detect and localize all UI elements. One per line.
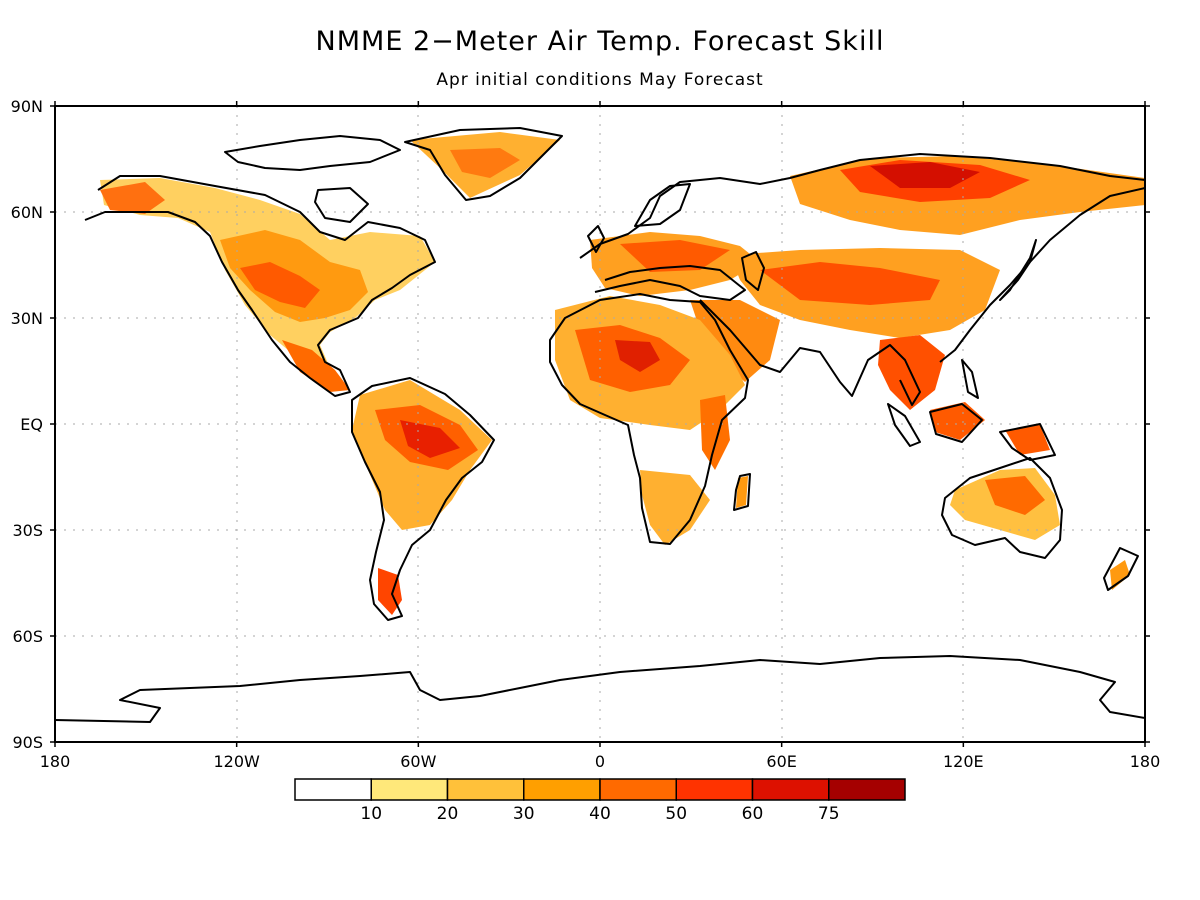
colorbar-label: 75 bbox=[818, 804, 840, 824]
shading-new-zealand bbox=[1110, 560, 1130, 590]
colorbar-label: 50 bbox=[665, 804, 687, 824]
coast-hudson-bay bbox=[314, 187, 369, 223]
colorbar-label: 20 bbox=[437, 804, 459, 824]
colorbar-swatch bbox=[370, 778, 449, 801]
coast-japan bbox=[999, 239, 1037, 301]
colorbar-label: 60 bbox=[742, 804, 764, 824]
coast-new-zealand bbox=[1103, 547, 1139, 591]
coast-arabia-india bbox=[699, 299, 921, 406]
coast-new-guinea bbox=[999, 423, 1056, 461]
lon-tick-label: 180 bbox=[1130, 752, 1161, 771]
shading-east-africa bbox=[700, 395, 730, 470]
shading-africa-south bbox=[640, 470, 710, 545]
coast-greenland bbox=[404, 127, 563, 201]
colorbar-swatch bbox=[675, 778, 754, 801]
colorbar-swatch bbox=[599, 778, 677, 801]
shading-new-guinea bbox=[1005, 425, 1050, 455]
lat-tick-label: 90S bbox=[12, 733, 43, 752]
lat-tick-label: 60S bbox=[12, 627, 43, 646]
coast-sumatra bbox=[887, 403, 921, 447]
colorbar-label: 30 bbox=[513, 804, 535, 824]
colorbar: 10 20 30 40 50 60 75 bbox=[294, 778, 906, 824]
lon-tick-label: 60E bbox=[766, 752, 796, 771]
lon-tick-label: 120W bbox=[213, 752, 260, 771]
shading-south-america-peak bbox=[400, 420, 460, 458]
lon-tick-label: 0 bbox=[595, 752, 605, 771]
coast-australia bbox=[941, 457, 1063, 559]
shading-australia-core bbox=[985, 476, 1045, 515]
coast-africa bbox=[549, 293, 749, 545]
coast-british-isles bbox=[587, 225, 605, 253]
colorbar-label: 40 bbox=[589, 804, 611, 824]
lat-tick-label: 30S bbox=[12, 521, 43, 540]
coast-scandinavia bbox=[634, 183, 691, 227]
coast-mediterranean bbox=[594, 265, 746, 301]
shading-africa-peak bbox=[615, 340, 660, 372]
shading-central-asia-core bbox=[760, 262, 940, 305]
colorbar-swatch bbox=[294, 778, 372, 801]
colorbar-swatch bbox=[523, 778, 601, 801]
colorbar-swatch bbox=[446, 778, 525, 801]
coast-south-america bbox=[351, 377, 495, 621]
map-subtitle: Apr initial conditions May Forecast bbox=[436, 70, 764, 90]
colorbar-swatch bbox=[751, 778, 830, 801]
shading-siberia-peak bbox=[870, 162, 980, 188]
shading-madagascar bbox=[736, 476, 748, 508]
lat-tick-label: 30N bbox=[11, 309, 43, 328]
coast-caspian bbox=[741, 251, 765, 291]
coast-north-america bbox=[84, 175, 436, 397]
shading-alaska bbox=[100, 182, 165, 214]
coast-madagascar bbox=[733, 473, 751, 511]
coast-philippines bbox=[961, 359, 979, 399]
coastlines bbox=[55, 127, 1145, 723]
colorbar-label: 10 bbox=[360, 804, 382, 824]
colorbar-swatch bbox=[828, 778, 906, 801]
lat-tick-label: 60N bbox=[11, 203, 43, 222]
coast-antarctica bbox=[55, 655, 1145, 723]
map-title: NMME 2−Meter Air Temp. Forecast Skill bbox=[315, 26, 885, 57]
grid-lines bbox=[55, 106, 1145, 742]
shading-north-america-peak bbox=[240, 262, 320, 308]
skill-shading bbox=[100, 132, 1145, 615]
lon-tick-label: 120E bbox=[943, 752, 984, 771]
lat-tick-label: 90N bbox=[11, 97, 43, 116]
lon-tick-label: 60W bbox=[400, 752, 436, 771]
shading-greenland-core bbox=[450, 148, 520, 178]
coast-arctic-islands bbox=[224, 135, 401, 171]
lat-tick-label: EQ bbox=[20, 415, 43, 434]
shading-central-america bbox=[282, 340, 350, 392]
lon-tick-label: 180 bbox=[40, 752, 71, 771]
coast-borneo bbox=[929, 403, 983, 443]
shading-europe-core bbox=[620, 240, 730, 272]
